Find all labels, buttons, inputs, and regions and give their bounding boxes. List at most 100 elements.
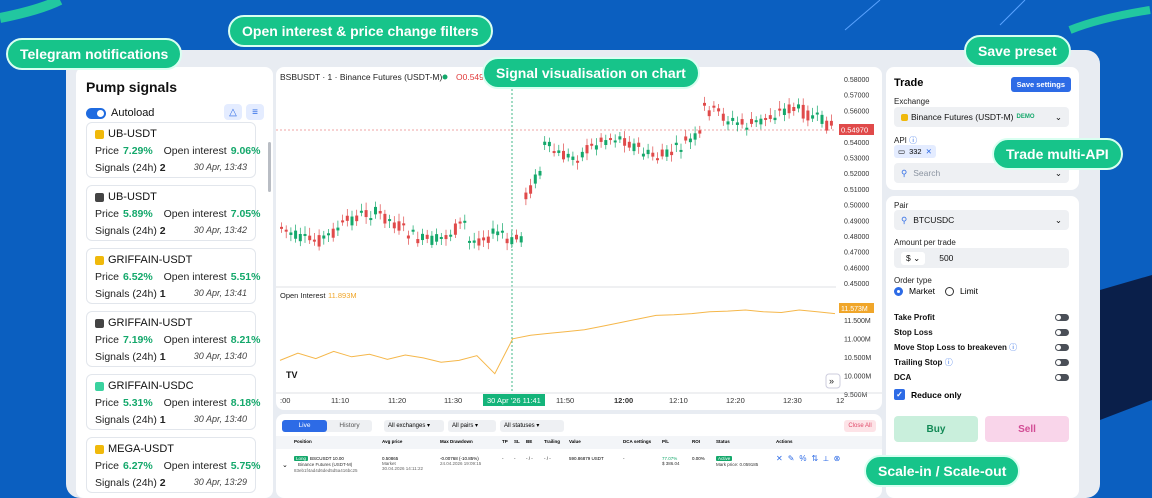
- expand-chevron-icon[interactable]: ⌄: [282, 462, 288, 469]
- signal-footer: Signals (24h) 2 30 Apr, 13:42: [95, 225, 247, 237]
- table-header-cell[interactable]: TP: [502, 439, 508, 444]
- trailing-stop-toggle[interactable]: [1055, 359, 1069, 366]
- tab-live[interactable]: Live: [282, 420, 327, 432]
- row-id: 83eb1f4ad4d6ded5d5a416bc25: [294, 468, 358, 473]
- chevron-down-icon: ⌄: [1054, 214, 1062, 225]
- signal-card[interactable]: GRIFFAIN-USDC Price 5.31% Open interest 8…: [86, 374, 260, 430]
- candle-body: [609, 138, 612, 141]
- table-header-cell[interactable]: Value: [569, 439, 581, 444]
- close-icon[interactable]: ✕: [776, 454, 783, 463]
- date-badge-text: 30 Apr '26 11:41: [487, 396, 541, 405]
- oi-tick-label: 9.500M: [844, 392, 868, 399]
- exchange-select[interactable]: Binance Futures (USDT-M) DEMO ⌄: [894, 107, 1069, 127]
- table-header-cell[interactable]: Trailing: [544, 439, 561, 444]
- table-header-cell[interactable]: Avg price: [382, 439, 403, 444]
- table-header-cell[interactable]: BE: [526, 439, 533, 444]
- market-label: Market: [909, 286, 935, 296]
- candle-body: [594, 145, 598, 150]
- signal-time: 30 Apr, 13:29: [193, 477, 247, 487]
- scroll-right-button[interactable]: [825, 373, 841, 389]
- signal-card[interactable]: UB-USDT Price 7.29% Open interest 9.06% Si…: [86, 122, 260, 178]
- take-profit-row[interactable]: Take Profit: [894, 310, 1069, 325]
- price-chart[interactable]: BSBUSDT · 1 · Binance Futures (USDT-M) O…: [276, 67, 882, 410]
- candle-body: [717, 108, 721, 112]
- scrollbar[interactable]: [268, 142, 271, 192]
- bell-icon[interactable]: △: [224, 104, 242, 120]
- candle-body: [764, 117, 768, 120]
- signal-card[interactable]: MEGA-USDT Price 6.27% Open interest 5.75%…: [86, 437, 260, 493]
- price-label: Price: [95, 334, 119, 346]
- candle-body: [703, 102, 706, 106]
- signal-card[interactable]: GRIFFAIN-USDT Price 7.19% Open interest 8…: [86, 311, 260, 367]
- candle-body: [472, 240, 476, 243]
- chart-icon[interactable]: ⟂: [823, 454, 829, 463]
- status-filter[interactable]: All statuses ▾: [500, 420, 564, 432]
- market-radio[interactable]: [894, 286, 903, 296]
- x-tick-label: 11:10: [331, 396, 349, 405]
- table-header-cell[interactable]: Actions: [776, 439, 793, 444]
- candle-body: [745, 127, 749, 130]
- scale-in-icon[interactable]: ⇅: [811, 454, 819, 463]
- exchange-filter[interactable]: All exchanges ▾: [384, 420, 444, 432]
- dca-row[interactable]: DCA: [894, 370, 1069, 385]
- stop-loss-label: Stop Loss: [894, 328, 933, 337]
- table-header-cell[interactable]: P/L: [662, 439, 670, 444]
- amount-input[interactable]: $ ⌄ 500: [894, 248, 1069, 268]
- trailing-stop-row[interactable]: Trailing Stop ⓘ: [894, 355, 1069, 370]
- table-header-cell[interactable]: Position: [294, 439, 312, 444]
- currency-select[interactable]: $ ⌄: [901, 251, 926, 265]
- candle-body: [355, 215, 359, 222]
- limit-radio[interactable]: [944, 286, 954, 296]
- y-tick-label: 0.51000: [844, 187, 869, 194]
- filter-icon[interactable]: ≡: [246, 104, 264, 120]
- table-header-cell[interactable]: Status: [716, 439, 730, 444]
- stop-loss-toggle[interactable]: [1055, 329, 1069, 336]
- y-tick-label: 0.57000: [844, 93, 869, 100]
- remove-chip-icon[interactable]: ✕: [925, 147, 932, 156]
- table-header-cell[interactable]: SL: [514, 439, 520, 444]
- checkbox-checked-icon[interactable]: ✓: [894, 389, 905, 400]
- candle-body: [524, 192, 528, 200]
- candle-body: [679, 149, 683, 152]
- table-header-cell[interactable]: Max Drawdown: [440, 439, 473, 444]
- signal-footer: Signals (24h) 1 30 Apr, 13:40: [95, 351, 247, 363]
- buy-button[interactable]: Buy: [894, 416, 978, 442]
- y-tick-label: 0.56000: [844, 108, 869, 115]
- api-chip[interactable]: ▭ 332 ✕: [894, 145, 936, 158]
- toggle-switch[interactable]: [86, 107, 106, 119]
- amount-value[interactable]: 500: [939, 253, 954, 263]
- table-row[interactable]: ⌄ Long BSCUSDT 10.00 Binance Futures (US…: [276, 452, 882, 486]
- live-dot-icon: [442, 74, 448, 80]
- autoload-toggle[interactable]: Autoload: [86, 107, 154, 119]
- close-all-button[interactable]: Close All: [844, 420, 876, 432]
- stop-loss-row[interactable]: Stop Loss: [894, 325, 1069, 340]
- tab-history[interactable]: History: [339, 422, 360, 429]
- percent-icon[interactable]: %: [799, 454, 807, 463]
- sell-button[interactable]: Sell: [985, 416, 1069, 442]
- reduce-only-row[interactable]: ✓ Reduce only: [894, 389, 962, 400]
- candle-body: [364, 210, 368, 218]
- table-header-cell[interactable]: DCA settings: [623, 439, 652, 444]
- save-settings-button[interactable]: Save settings: [1010, 77, 1071, 92]
- signal-card[interactable]: UB-USDT Price 5.89% Open interest 7.05% Si…: [86, 185, 260, 241]
- candle-body: [533, 174, 537, 184]
- table-header-cell[interactable]: ROI: [692, 439, 701, 444]
- pair-filter[interactable]: All pairs ▾: [448, 420, 496, 432]
- signals-count: 2: [159, 225, 166, 237]
- pair-select[interactable]: ⚲ BTCUSDC ⌄: [894, 210, 1069, 230]
- y-tick-label: 0.50000: [844, 203, 869, 210]
- candle-body: [547, 141, 551, 147]
- signal-card[interactable]: GRIFFAIN-USDT Price 6.52% Open interest 5…: [86, 248, 260, 304]
- breakeven-toggle[interactable]: [1055, 344, 1069, 351]
- candle-body: [500, 230, 504, 233]
- candle-body: [599, 137, 603, 142]
- breakeven-row[interactable]: Move Stop Loss to breakeven ⓘ: [894, 340, 1069, 355]
- candle-body: [468, 240, 471, 243]
- take-profit-toggle[interactable]: [1055, 314, 1069, 321]
- share-icon[interactable]: ⊗: [833, 454, 841, 463]
- table-header: Position Avg price Max Drawdown TP SL BE Trail…: [276, 436, 882, 449]
- edit-icon[interactable]: ✎: [787, 454, 795, 463]
- signals-count: 1: [159, 288, 166, 300]
- dca-toggle[interactable]: [1055, 374, 1069, 381]
